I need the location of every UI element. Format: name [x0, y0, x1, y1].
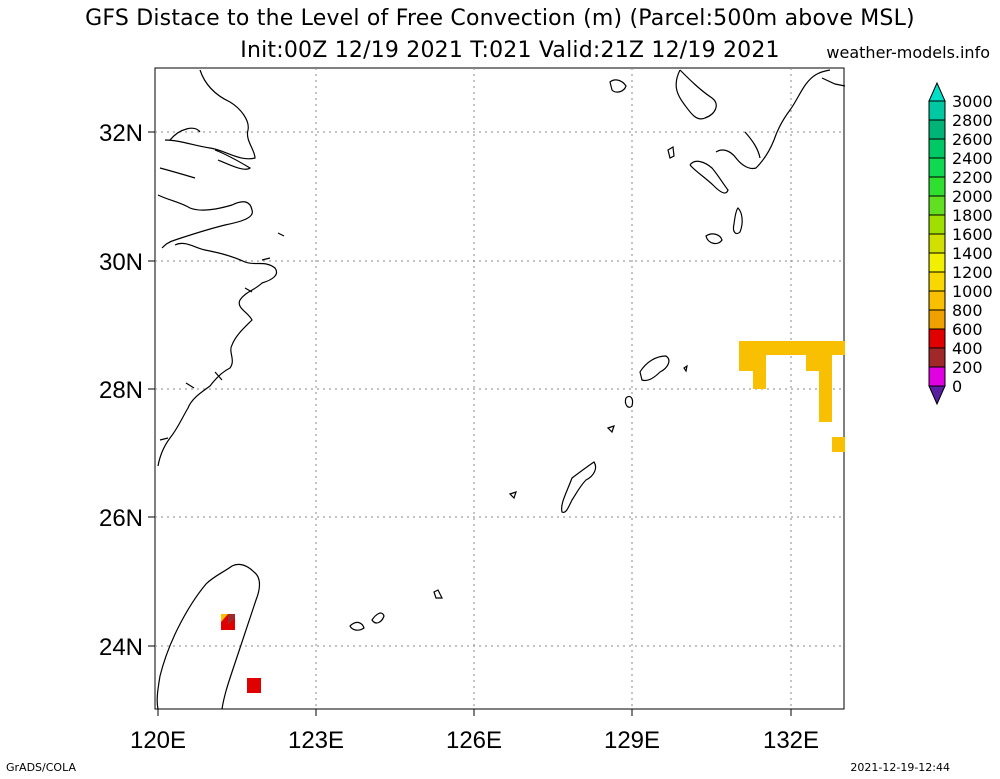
colorbar-swatch: [928, 366, 946, 387]
colorbar-label: 2800: [952, 111, 993, 130]
lat-label-26n: 26N: [99, 505, 143, 532]
colorbar: 3000280026002400220020001800160014001200…: [928, 81, 993, 406]
colorbar-label: 1800: [952, 206, 993, 225]
colorbar-label: 1200: [952, 263, 993, 282]
site-credit: weather-models.info: [826, 43, 990, 62]
colorbar-label: 1400: [952, 244, 993, 263]
colorbar-label: 400: [952, 339, 983, 358]
lon-label-126e: 126E: [446, 727, 502, 754]
colorbar-swatch: [928, 214, 946, 235]
colorbar-swatch: [928, 309, 946, 330]
colorbar-swatch: [928, 138, 946, 159]
grid-lines: [155, 68, 844, 709]
lat-label-32n: 32N: [99, 120, 143, 147]
colorbar-swatch: [928, 157, 946, 178]
colorbar-swatch: [928, 271, 946, 292]
colorbar-label: 800: [952, 301, 983, 320]
lat-label-30n: 30N: [99, 249, 143, 276]
footer-software: GrADS/COLA: [6, 761, 76, 774]
lon-label-132e: 132E: [763, 727, 819, 754]
colorbar-label: 3000: [952, 92, 993, 111]
colorbar-label: 2000: [952, 187, 993, 206]
colorbar-top-arrow: [928, 81, 946, 102]
colorbar-swatch: [928, 290, 946, 311]
lfc-shading: [221, 341, 845, 693]
map-subtitle: Init:00Z 12/19 2021 T:021 Valid:21Z 12/1…: [240, 38, 780, 63]
colorbar-label: 600: [952, 320, 983, 339]
colorbar-label: 0: [952, 377, 962, 396]
tick-marks: [148, 131, 792, 716]
lat-label-24n: 24N: [99, 634, 143, 661]
colorbar-label: 200: [952, 358, 983, 377]
colorbar-swatch: [928, 195, 946, 216]
map-title: GFS Distace to the Level of Free Convect…: [85, 6, 915, 31]
colorbar-label: 2200: [952, 168, 993, 187]
colorbar-swatch: [928, 347, 946, 368]
colorbar-bottom-arrow: [928, 385, 946, 406]
colorbar-label: 1000: [952, 282, 993, 301]
colorbar-swatch: [928, 100, 946, 121]
colorbar-swatch: [928, 233, 946, 254]
lat-label-28n: 28N: [99, 377, 143, 404]
colorbar-swatch: [928, 328, 946, 349]
coastlines: [156, 69, 846, 710]
colorbar-label: 2400: [952, 149, 993, 168]
lon-label-129e: 129E: [604, 727, 660, 754]
colorbar-label: 2600: [952, 130, 993, 149]
lon-label-123e: 123E: [288, 727, 344, 754]
colorbar-swatch: [928, 119, 946, 140]
colorbar-label: 1600: [952, 225, 993, 244]
footer-timestamp: 2021-12-19-12:44: [850, 761, 950, 774]
colorbar-swatch: [928, 176, 946, 197]
lon-label-120e: 120E: [130, 727, 186, 754]
colorbar-swatch: [928, 252, 946, 273]
